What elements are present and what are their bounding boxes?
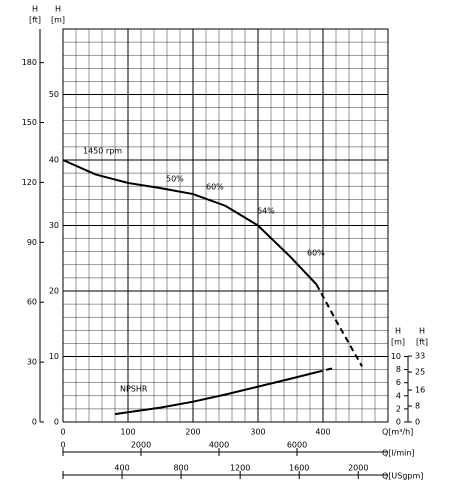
- annotation: 60%: [307, 249, 325, 258]
- q-axis-label: Q[USgpm]: [382, 472, 423, 481]
- q-tick-label: 2000: [131, 441, 151, 450]
- npsh-m-unit: [m]: [391, 338, 405, 347]
- y-ft-tick-label: 180: [22, 58, 37, 67]
- x-tick-label: 100: [120, 428, 135, 437]
- npsh-m-symbol: H: [395, 327, 401, 336]
- q-tick-label: 1200: [230, 464, 250, 473]
- y-tick-label: 0: [54, 418, 59, 427]
- q-tick-label: 2000: [348, 464, 368, 473]
- y-axis-symbol: H: [55, 5, 61, 14]
- annotation: 50%: [166, 175, 184, 184]
- q-tick-label: 4000: [209, 441, 229, 450]
- npsh-m-tick-label: 6: [396, 378, 401, 387]
- npsh-m-tick-label: 2: [396, 404, 401, 413]
- npsh-ft-symbol: H: [419, 327, 425, 336]
- curve: [114, 371, 317, 416]
- annotation: NPSHR: [120, 385, 148, 394]
- npsh-ft-tick-label: 25: [415, 368, 425, 377]
- q-tick-label: 400: [114, 464, 129, 473]
- y-ft-tick-label: 150: [22, 118, 37, 127]
- annotation: 1450 rpm: [83, 147, 122, 156]
- y-ft-symbol: H: [32, 5, 38, 14]
- x-tick-label: 0: [60, 428, 65, 437]
- y-ft-unit: [ft]: [29, 16, 41, 25]
- q-axis-label: Q[l/min]: [382, 449, 415, 458]
- npsh-ft-tick-label: 16: [415, 386, 425, 395]
- y-tick-label: 20: [49, 287, 59, 296]
- y-ft-tick-label: 120: [22, 178, 37, 187]
- y-ft-tick-label: 30: [27, 358, 37, 367]
- q-tick-label: 1600: [289, 464, 309, 473]
- y-axis-unit: [m]: [51, 16, 65, 25]
- x-tick-label: 300: [250, 428, 265, 437]
- npsh-ft-tick-label: 33: [415, 352, 425, 361]
- y-tick-label: 50: [49, 90, 59, 99]
- npsh-m-tick-label: 10: [391, 352, 401, 361]
- y-ft-tick-label: 0: [32, 418, 37, 427]
- npsh-ft-tick-label: 0: [415, 418, 420, 427]
- y-ft-tick-label: 90: [27, 238, 37, 247]
- q-tick-label: 0: [60, 441, 65, 450]
- y-tick-label: 40: [49, 156, 59, 165]
- annotation: 64%: [257, 207, 275, 216]
- npsh-ft-tick-label: 8: [415, 402, 420, 411]
- y-tick-label: 30: [49, 221, 59, 230]
- q-tick-label: 800: [173, 464, 188, 473]
- npsh-m-tick-label: 8: [396, 365, 401, 374]
- npsh-m-tick-label: 4: [396, 391, 401, 400]
- annotation: 60%: [206, 183, 224, 192]
- curve: [62, 159, 318, 286]
- y-tick-label: 10: [49, 352, 59, 361]
- x-axis-label: Q[m³/h]: [382, 428, 413, 437]
- x-tick-label: 200: [185, 428, 200, 437]
- npsh-m-tick-label: 0: [396, 418, 401, 427]
- q-tick-label: 6000: [287, 441, 307, 450]
- y-ft-tick-label: 60: [27, 298, 37, 307]
- curve: [316, 367, 333, 374]
- x-tick-label: 400: [315, 428, 330, 437]
- curve: [315, 283, 363, 367]
- npsh-ft-unit: [ft]: [416, 338, 428, 347]
